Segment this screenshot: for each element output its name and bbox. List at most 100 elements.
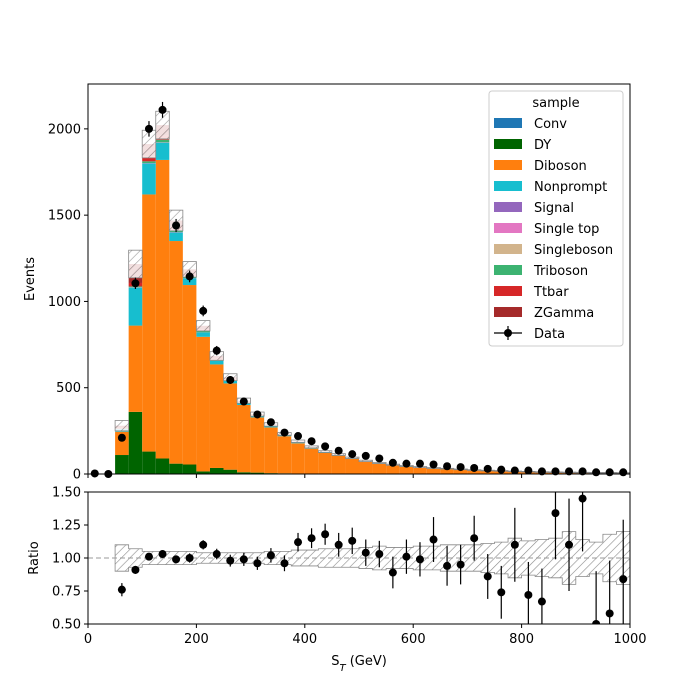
stack-bar [209, 360, 224, 365]
data-point [524, 466, 533, 475]
stack-bar [399, 466, 414, 474]
ratio-point [429, 535, 438, 544]
stack-bar [331, 455, 346, 474]
ratio-point [592, 620, 601, 624]
data-point [483, 464, 492, 473]
stack-bar [440, 469, 454, 474]
stack-bar [277, 436, 292, 474]
stack-bar [196, 471, 210, 474]
stack-bar [467, 470, 481, 474]
data-point [185, 272, 194, 281]
ratio-point [172, 555, 181, 564]
stack-bar [413, 467, 427, 474]
data-point [578, 467, 587, 476]
main-y-ticks: 0 500 1000 1500 2000 [48, 122, 88, 483]
legend-swatch [494, 307, 522, 317]
stack-bar [142, 156, 156, 162]
stack-bar [359, 461, 373, 474]
ratio-point [280, 559, 289, 568]
uncertainty-bin [128, 249, 143, 279]
data-point [307, 437, 316, 446]
stack-bar [304, 448, 319, 474]
stack-bar [196, 336, 210, 472]
legend-label: Data [534, 327, 565, 342]
data-point [592, 468, 601, 477]
ratio-point [619, 575, 628, 584]
legend-label: Triboson [533, 264, 588, 279]
stack-bar [155, 159, 170, 459]
stack-bar [128, 287, 143, 326]
data-point [144, 124, 153, 133]
stack-bar [155, 142, 170, 160]
stack-bar [182, 464, 197, 474]
data-point [375, 454, 384, 463]
ratio-point [131, 565, 140, 574]
stack-bar [250, 417, 265, 473]
main-plot: 0 500 1000 1500 2000 Events sample Conv DY Dib… [23, 83, 631, 483]
data-point [294, 432, 303, 441]
ratio-point [402, 552, 411, 561]
legend-label: DY [534, 138, 551, 153]
legend-label: Signal [534, 201, 574, 216]
stack-bar [237, 472, 251, 474]
ratio-points [117, 492, 628, 624]
stack-bar [155, 139, 170, 143]
stack-bar [264, 426, 278, 428]
ratio-point [605, 609, 614, 618]
data-point [565, 467, 574, 476]
stack-bar [223, 469, 238, 474]
stack-bar [209, 364, 224, 468]
stack-bar [196, 332, 210, 337]
data-point [415, 459, 424, 468]
ratio-x-ticks: 0 200 400 600 800 1000 [84, 624, 647, 647]
stack-bar [209, 467, 224, 474]
stack-bar [237, 404, 251, 473]
main-x-ticks [87, 474, 631, 478]
ratio-point [334, 540, 343, 549]
uncertainty-bin [372, 462, 387, 464]
data-point [348, 450, 357, 459]
stack-bar [169, 463, 183, 474]
ratio-point [294, 538, 303, 547]
data-point [619, 468, 628, 477]
data-point [199, 306, 208, 315]
data-point [605, 468, 614, 477]
legend-label: Ttbar [533, 285, 569, 300]
data-point [131, 279, 140, 288]
stack-bar [291, 443, 305, 474]
ratio-point [375, 550, 384, 559]
legend-label: Conv [534, 117, 567, 132]
uncertainty-bin [195, 320, 211, 332]
legend-swatch [494, 181, 522, 191]
data-point [470, 463, 479, 472]
stack-bar [318, 452, 332, 474]
data-point [497, 465, 506, 474]
ratio-plot: 0.50 0.75 1.00 1.25 1.50 0 200 400 600 800 1000 R… [27, 486, 647, 674]
ratio-point [226, 556, 235, 565]
stack-bar [142, 163, 156, 195]
legend-label: ZGamma [534, 306, 594, 321]
data-points [90, 101, 628, 478]
legend-swatch [494, 139, 522, 149]
stack-bar [142, 161, 156, 164]
ratio-point [321, 530, 330, 539]
uncertainty-bin [290, 439, 306, 443]
uncertainty-bin [317, 450, 333, 453]
ratio-point [158, 550, 167, 559]
stack-bar [386, 465, 400, 474]
data-point [226, 375, 235, 384]
data-point [551, 467, 560, 476]
data-point [456, 463, 465, 472]
ratio-point [388, 568, 397, 577]
legend-swatch [494, 265, 522, 275]
ratio-point [307, 534, 316, 543]
ratio-y-axis-label: Ratio [27, 541, 42, 574]
ratio-y-tick-label: 1.50 [52, 486, 81, 501]
data-point [172, 221, 181, 230]
ratio-y-tick-label: 1.00 [52, 552, 81, 567]
stack-bar [128, 325, 143, 412]
y-tick-label: 0 [73, 468, 81, 483]
ratio-point [348, 536, 357, 545]
data-point [90, 469, 99, 478]
